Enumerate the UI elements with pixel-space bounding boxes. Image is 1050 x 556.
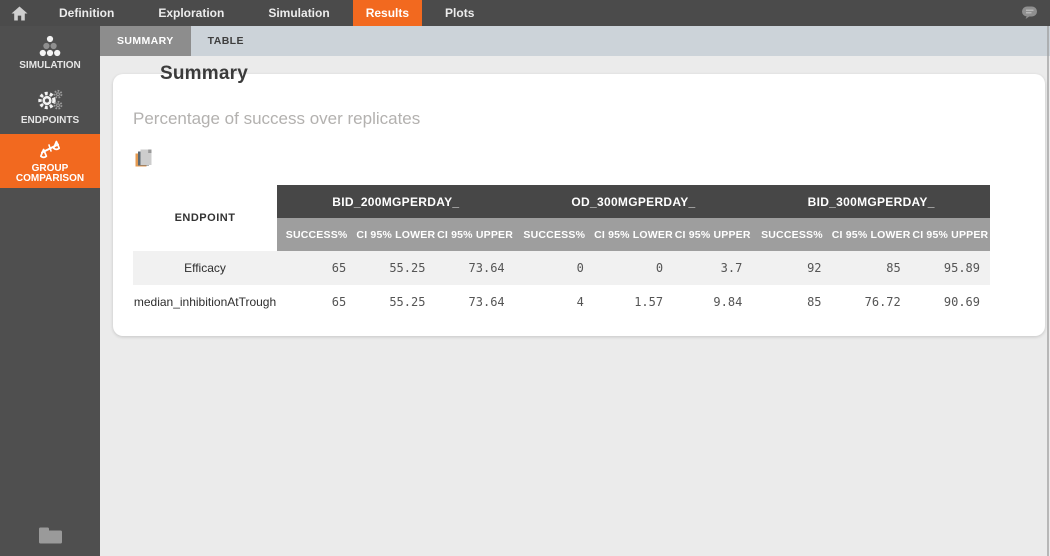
gears-icon bbox=[37, 89, 62, 110]
table-cell: 65 bbox=[331, 261, 347, 275]
endpoint-name: Efficacy bbox=[184, 261, 226, 275]
table-cell: 9.84 bbox=[713, 295, 743, 309]
table-cell: 0 bbox=[576, 261, 584, 275]
table-cell: 85 bbox=[807, 295, 822, 309]
tab-results[interactable]: Results bbox=[352, 0, 423, 26]
page-title: Summary bbox=[160, 63, 248, 84]
scrollbar[interactable] bbox=[1047, 26, 1049, 556]
table-cell: 95.89 bbox=[943, 261, 980, 275]
table-cell: 76.72 bbox=[864, 295, 901, 309]
table-cell: 1.57 bbox=[634, 295, 664, 309]
folder-icon[interactable] bbox=[37, 524, 64, 546]
chat-bubble-icon bbox=[1022, 6, 1037, 19]
column-header: SUCCESS% bbox=[514, 218, 594, 251]
left-sidebar: SIMULATION ENDPOINTS bbox=[0, 26, 100, 556]
table-cell: 0 bbox=[655, 261, 664, 275]
summary-subtitle: Percentage of success over replicates bbox=[133, 109, 421, 128]
tab-definition[interactable]: Definition bbox=[59, 6, 115, 20]
home-icon bbox=[11, 6, 27, 20]
network-dots-icon bbox=[39, 35, 61, 57]
group-header-od-300: OD_300MGPERDAY_ bbox=[514, 185, 753, 218]
column-header: SUCCESS% bbox=[277, 218, 357, 251]
table-cell: 55.25 bbox=[389, 295, 426, 309]
subtab-summary[interactable]: SUMMARY bbox=[100, 26, 191, 56]
main-content: SUMMARY TABLE Summary Percentage of succ… bbox=[100, 26, 1050, 556]
column-header: CI 95% LOWER bbox=[831, 218, 911, 251]
column-header: CI 95% UPPER bbox=[910, 218, 990, 251]
results-subtabs: SUMMARY TABLE bbox=[100, 26, 1050, 56]
sidebar-item-simulation[interactable]: SIMULATION bbox=[0, 26, 100, 80]
sidebar-item-endpoints[interactable]: ENDPOINTS bbox=[0, 80, 100, 134]
table-cell: 90.69 bbox=[943, 295, 980, 309]
column-header: SUCCESS% bbox=[752, 218, 832, 251]
column-header: CI 95% LOWER bbox=[593, 218, 674, 251]
success-summary-table: ENDPOINT BID_200MGPERDAY_ OD_300MGPERDAY… bbox=[133, 185, 990, 319]
subtab-table[interactable]: TABLE bbox=[207, 35, 244, 47]
table-row: median_inhibitionAtTrough 65 55.25 73.64… bbox=[133, 285, 990, 319]
sidebar-item-label: SIMULATION bbox=[19, 60, 81, 71]
column-header: CI 95% LOWER bbox=[356, 218, 436, 251]
column-header: CI 95% UPPER bbox=[435, 218, 515, 251]
table-cell: 3.7 bbox=[720, 261, 743, 275]
table-cell: 85 bbox=[886, 261, 901, 275]
table-cell: 92 bbox=[807, 261, 822, 275]
sidebar-item-label: ENDPOINTS bbox=[20, 115, 80, 126]
table-cell: 73.64 bbox=[468, 295, 505, 309]
endpoint-name: median_inhibitionAtTrough bbox=[133, 295, 277, 309]
group-header-bid-200: BID_200MGPERDAY_ bbox=[277, 185, 515, 218]
table-cell: 73.64 bbox=[468, 261, 505, 275]
copy-table-button[interactable] bbox=[133, 148, 153, 173]
tab-exploration[interactable]: Exploration bbox=[158, 6, 225, 20]
copy-pages-icon bbox=[135, 149, 152, 167]
scales-icon bbox=[39, 140, 61, 159]
table-cell: 4 bbox=[576, 295, 584, 309]
tab-simulation[interactable]: Simulation bbox=[268, 6, 330, 20]
group-header-bid-300: BID_300MGPERDAY_ bbox=[752, 185, 990, 218]
top-menu-bar: Definition Exploration Simulation Result… bbox=[0, 0, 1050, 26]
endpoint-column-header: ENDPOINT bbox=[133, 185, 277, 251]
table-row: Efficacy 65 55.25 73.64 0 0 3.7 92 85 95… bbox=[133, 251, 990, 285]
sidebar-item-group-comparison[interactable]: GROUP COMPARISON bbox=[0, 134, 100, 188]
table-cell: 55.25 bbox=[389, 261, 426, 275]
column-header: CI 95% UPPER bbox=[673, 218, 753, 251]
feedback-button[interactable] bbox=[1010, 0, 1050, 26]
sidebar-item-label: GROUP COMPARISON bbox=[15, 163, 85, 184]
table-cell: 65 bbox=[331, 295, 347, 309]
home-button[interactable] bbox=[0, 0, 38, 26]
tab-plots[interactable]: Plots bbox=[445, 6, 475, 20]
